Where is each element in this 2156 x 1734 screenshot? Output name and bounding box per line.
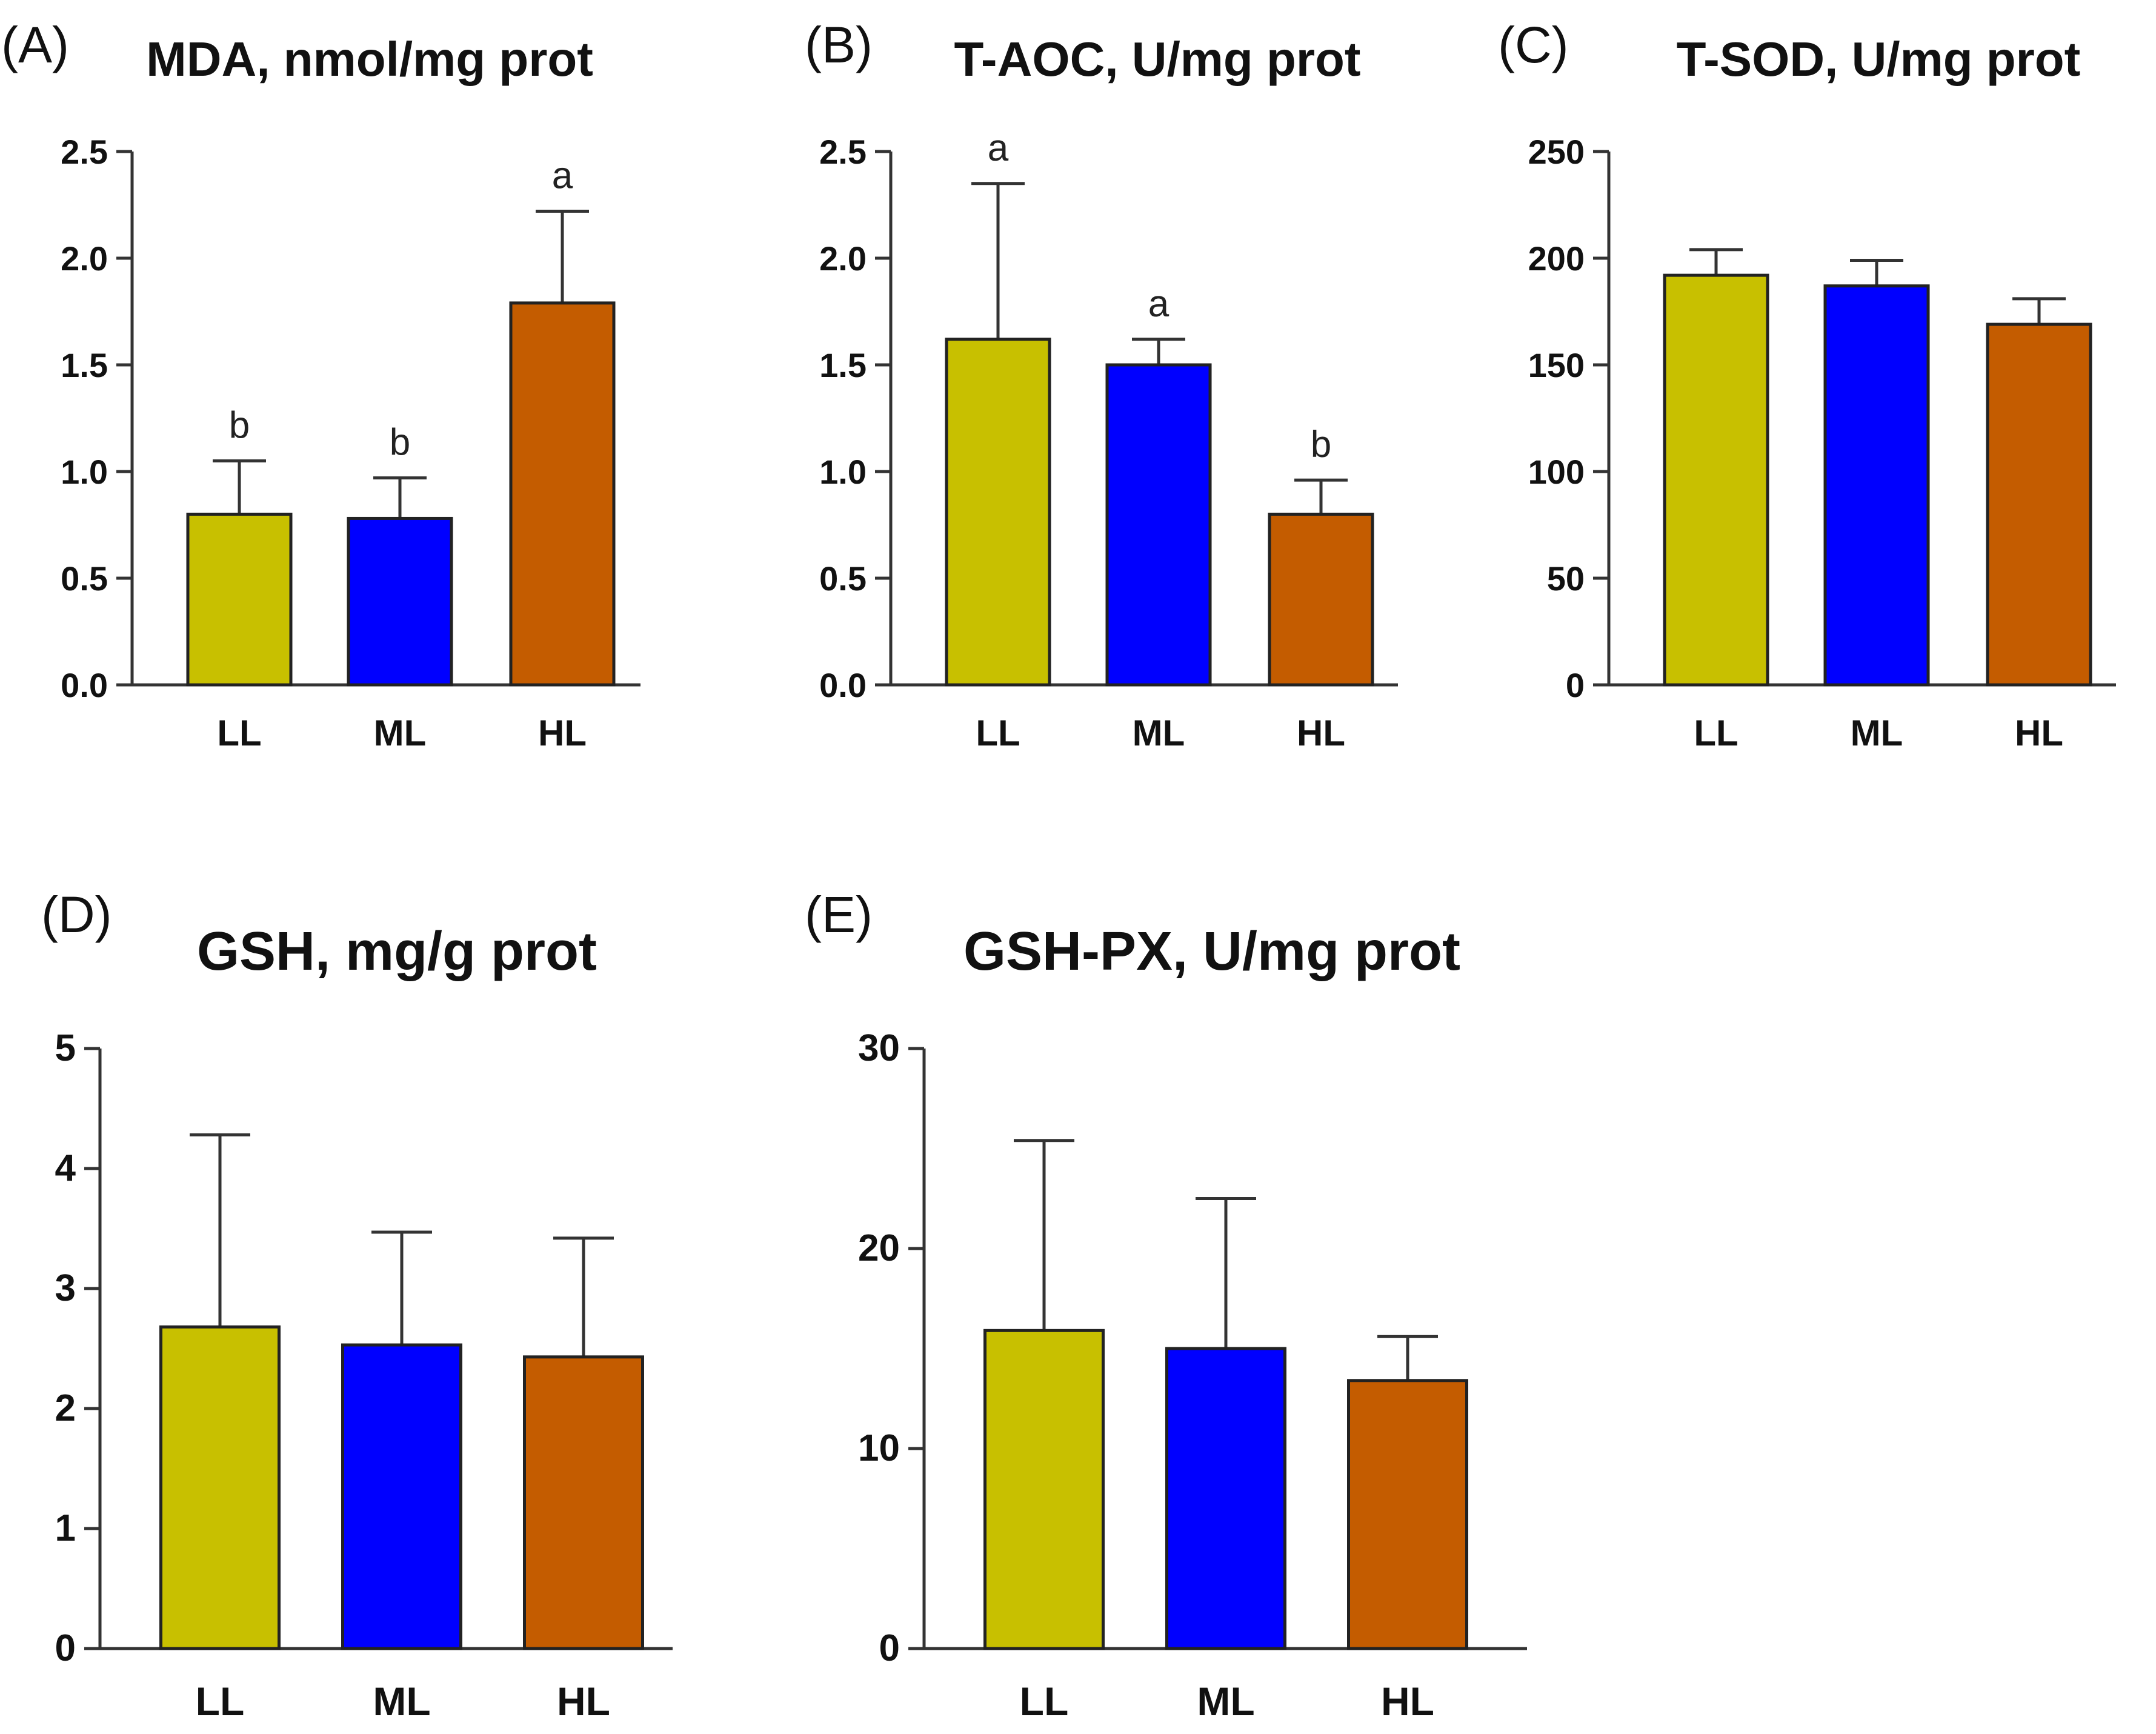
bar-series — [159, 1133, 644, 1650]
y-tick-label: 10 — [858, 1427, 900, 1469]
y-tick-label: 3 — [55, 1267, 76, 1309]
y-tick-label: 2.5 — [61, 133, 108, 171]
y-ticks: 0 10 20 30 — [858, 1027, 924, 1669]
significance-letter: b — [390, 422, 410, 464]
y-tick-label: 1.5 — [61, 346, 108, 384]
bar-series: a a b — [945, 127, 1374, 687]
bar-ml — [1823, 284, 1930, 687]
bar-hl — [1347, 1379, 1468, 1650]
x-tick-label: HL — [1381, 1679, 1434, 1724]
bar-ll — [159, 1325, 281, 1650]
bar-series: b b a — [186, 155, 616, 687]
y-ticks: 0.0 0.5 1.0 1.5 2.0 2.5 — [61, 133, 132, 704]
y-ticks: 0.0 0.5 1.0 1.5 2.0 2.5 — [819, 133, 891, 704]
y-tick-label: 0.0 — [61, 666, 108, 704]
panel-c: (C) T-SOD, U/mg prot 0 50 100 150 200 250 LL M… — [1498, 16, 2116, 753]
x-tick-label: LL — [217, 713, 261, 753]
bar-series — [1663, 248, 2092, 687]
bar-ll — [945, 338, 1051, 687]
y-tick-label: 2.0 — [61, 239, 108, 278]
significance-letter: b — [1311, 424, 1331, 465]
panel-b: (B) T-AOC, U/mg prot 0.00.51.01.52.02.5 … — [805, 16, 1398, 753]
y-tick-label: 4 — [55, 1147, 76, 1189]
x-tick-label: ML — [1197, 1679, 1254, 1724]
y-tick-label: 100 — [1528, 453, 1585, 491]
y-tick-label: 150 — [1528, 346, 1585, 384]
y-tick-label: 30 — [858, 1027, 900, 1069]
y-tick-label: 0 — [879, 1627, 900, 1669]
y-tick-label: 2 — [55, 1387, 76, 1429]
bar-ml — [1105, 363, 1212, 687]
y-tick-label: 0.5 — [819, 559, 867, 598]
x-tick-label: HL — [538, 713, 587, 753]
y-tick-label: 0 — [1566, 666, 1585, 704]
x-tick-label: ML — [373, 1679, 430, 1724]
panel-label: (A) — [1, 16, 69, 73]
panel-label: (B) — [805, 16, 873, 73]
y-tick-label: 250 — [1528, 133, 1585, 171]
x-category-labels: LL ML HL — [1694, 713, 2063, 753]
chart-title: GSH-PX, U/mg prot — [963, 921, 1460, 982]
panel-d: (D) GSH, mg/g prot 0 1 2 3 4 5 LL ML HL — [41, 886, 673, 1724]
panel-e: (E) GSH-PX, U/mg prot 0 10 20 30 LL ML HL — [805, 886, 1527, 1724]
x-tick-label: LL — [976, 713, 1020, 753]
bar-hl — [509, 301, 616, 687]
bar-ml — [341, 1343, 462, 1650]
x-category-labels: LL ML HL — [1020, 1679, 1434, 1724]
y-tick-label: 200 — [1528, 239, 1585, 278]
x-category-labels: LL ML HL — [976, 713, 1345, 753]
panel-a: (A) MDA, nmol/mg prot 0.0 0.5 1.0 1.5 2.0 2.5… — [1, 16, 640, 753]
y-tick-label: 50 — [1547, 559, 1585, 598]
y-tick-label: 0 — [55, 1627, 76, 1669]
x-category-labels: LL ML HL — [196, 1679, 610, 1724]
x-tick-label: ML — [374, 713, 427, 753]
y-tick-label: 1.0 — [819, 453, 867, 491]
panel-label: (C) — [1498, 16, 1569, 73]
chart-title: T-AOC, U/mg prot — [954, 32, 1360, 86]
bar-ml — [1165, 1347, 1286, 1650]
bar-hl — [523, 1355, 644, 1650]
significance-letter: a — [552, 155, 573, 197]
bar-ml — [347, 516, 453, 687]
x-tick-label: HL — [557, 1679, 610, 1724]
bar-series — [983, 1139, 1468, 1650]
y-tick-label: 0.0 — [819, 666, 867, 704]
y-tick-label: 0.5 — [61, 559, 108, 598]
x-tick-label: HL — [2015, 713, 2063, 753]
significance-letter: a — [1148, 283, 1169, 325]
y-tick-label: 1 — [55, 1507, 76, 1549]
y-tick-label: 1.0 — [61, 453, 108, 491]
x-tick-label: ML — [1851, 713, 1903, 753]
y-ticks: 0 1 2 3 4 5 — [55, 1027, 100, 1669]
bar-hl — [1268, 512, 1374, 687]
chart-title: MDA, nmol/mg prot — [146, 32, 593, 86]
y-tick-label: 2.5 — [819, 133, 867, 171]
x-tick-label: LL — [1020, 1679, 1069, 1724]
bar-ll — [186, 512, 293, 687]
x-tick-label: ML — [1133, 713, 1185, 753]
chart-title: T-SOD, U/mg prot — [1677, 32, 2081, 86]
x-category-labels: LL ML HL — [217, 713, 587, 753]
y-ticks: 0 50 100 150 200 250 — [1528, 133, 1609, 704]
x-tick-label: LL — [196, 1679, 245, 1724]
panel-label: (D) — [41, 886, 112, 943]
x-tick-label: LL — [1694, 713, 1738, 753]
x-tick-label: HL — [1297, 713, 1345, 753]
y-tick-label: 20 — [858, 1227, 900, 1269]
chart-title: GSH, mg/g prot — [197, 921, 597, 982]
significance-letter: b — [229, 404, 250, 446]
significance-letter: a — [988, 127, 1009, 169]
bar-ll — [1663, 273, 1769, 687]
y-tick-label: 2.0 — [819, 239, 867, 278]
y-tick-label: 1.5 — [819, 346, 867, 384]
bar-ll — [983, 1329, 1105, 1650]
panel-label: (E) — [805, 886, 873, 943]
y-tick-label: 5 — [55, 1027, 76, 1069]
bar-hl — [1986, 322, 2092, 687]
